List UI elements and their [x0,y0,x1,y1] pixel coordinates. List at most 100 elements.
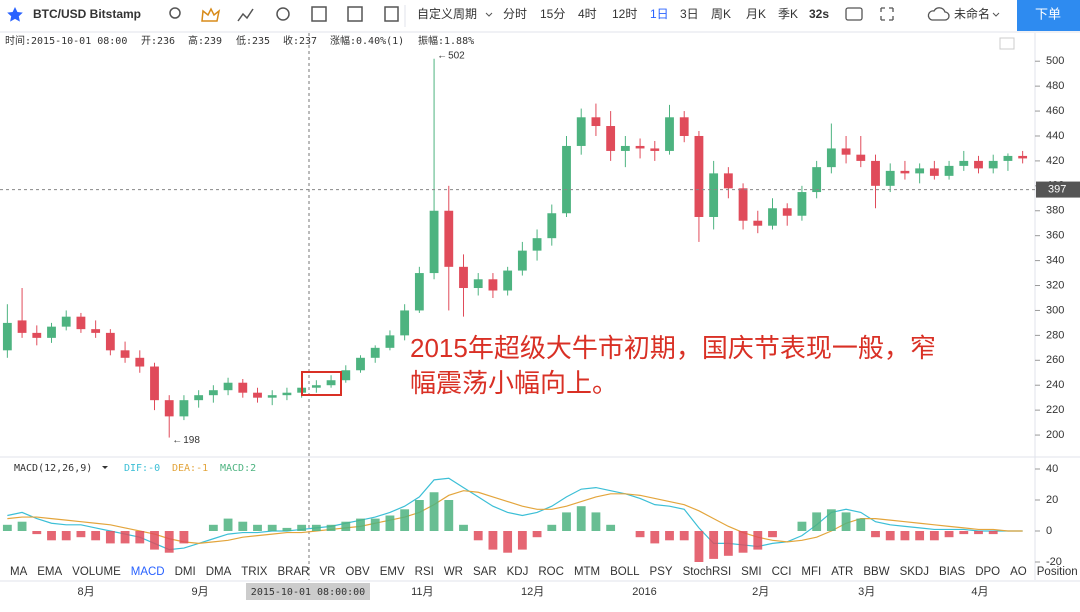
macd-bar [768,531,777,538]
macd-bar [503,531,513,553]
indicator-tab[interactable]: DMI [175,566,196,578]
candle-body [753,220,763,226]
camera-icon[interactable] [845,7,863,21]
indicator-tab[interactable]: WR [444,566,463,578]
macd-bar [576,506,586,531]
x-tick-label: 2月 [752,586,769,598]
y-tick-label: 460 [1046,105,1064,117]
indicator-tab[interactable]: RSI [415,566,434,578]
custom-period[interactable]: 自定义周期 [417,6,477,21]
macd-bar [635,531,645,538]
info-item: 时间:2015-10-01 08:00 [5,34,127,47]
period[interactable]: 1日 [650,7,669,21]
cloud-icon[interactable] [927,7,950,21]
info-item: 高:239 [188,34,222,47]
template-icon[interactable] [311,6,327,22]
candle-body [665,117,674,151]
indicator-tab[interactable]: OBV [345,566,370,578]
indicator-tab[interactable]: ROC [538,566,564,578]
order-button[interactable] [1017,0,1080,31]
period[interactable]: 季K [778,7,798,21]
indicator-tab[interactable]: MA [10,566,28,578]
info-item: 低:235 [236,34,270,47]
y-tick-label: 340 [1046,255,1064,267]
period[interactable]: 分时 [503,7,527,21]
indicator-tab[interactable]: DMA [206,566,232,578]
candle-body [282,392,292,396]
indicator-tab[interactable]: MTM [574,566,600,578]
indicator-tab[interactable]: SKDJ [900,566,929,578]
macd-bar [547,524,557,531]
macd-bar [723,531,733,556]
indicator-tab[interactable]: MACD [131,566,165,578]
y-tick-label: 500 [1046,55,1064,67]
symbol[interactable]: BTC/USD Bitstamp [33,7,141,21]
indicator-tab[interactable]: StochRSI [683,566,732,578]
candle-body [444,210,454,267]
macd-bar [694,531,704,562]
period[interactable]: 周K [711,7,731,21]
layout-icon[interactable] [384,6,399,22]
candle-body [179,400,189,417]
indicator-tab[interactable]: MFI [801,566,821,578]
macd-bar [238,521,248,531]
candle-body [532,238,542,251]
indicator-tab[interactable]: BOLL [610,566,640,578]
y-tick-label: 280 [1046,329,1064,341]
indicator-tab[interactable]: CCI [772,566,792,578]
indicator-tab[interactable]: ATR [831,566,853,578]
indicator-tab[interactable]: Position [1037,566,1078,578]
settings-icon[interactable] [276,7,290,21]
candle-body [164,400,174,417]
period[interactable]: 月K [746,7,766,21]
indicator-tab[interactable]: VR [319,566,335,578]
candle-body [959,160,969,166]
indicator-tab[interactable]: BBW [863,566,889,578]
candle-body [459,266,468,289]
order-button-label[interactable]: 下单 [1035,6,1061,21]
candle-body [723,173,733,189]
macd-bar [414,500,424,531]
indicator-tab[interactable]: VOLUME [72,566,121,578]
toolbar [0,0,1080,32]
indicator-tab[interactable]: BRAR [277,566,309,578]
indicator-tab[interactable]: EMA [37,566,62,578]
fullscreen-icon[interactable] [880,7,894,21]
candle-body [988,160,998,169]
favorite-icon[interactable] [7,7,23,22]
min-arrow: ← [172,435,182,446]
indicator-tab[interactable]: PSY [650,566,673,578]
macd-bar [2,524,12,531]
indicator-tab[interactable]: TRIX [241,566,268,578]
macd-bar [105,531,115,544]
period[interactable]: 15分 [540,7,565,21]
indicator-tab[interactable]: SAR [473,566,497,578]
indicator-icon[interactable] [237,8,254,22]
maximize-icon[interactable] [999,37,1015,50]
indicator-tab[interactable]: BIAS [939,566,966,578]
period[interactable]: 12时 [612,7,637,21]
indicator-tab[interactable]: KDJ [507,566,529,578]
candle-body [105,332,115,351]
legend-entry: DEA:-1 [172,463,208,474]
macd-line [7,490,1023,545]
macd-bar [900,531,910,541]
macd-bar [164,531,174,553]
macd-bar [459,524,468,531]
search-icon[interactable] [169,7,181,19]
indicator-title: MACD(12,26,9) [14,463,92,474]
layout-name[interactable]: 未命名 [954,6,990,21]
indicator-tab[interactable]: SMI [741,566,761,578]
indicator-tab[interactable]: EMV [380,566,405,578]
crown-icon[interactable] [201,7,221,22]
macd-bar [826,509,836,531]
candle-body [635,145,645,149]
period[interactable]: 4时 [578,7,597,21]
x-tick-label: 9月 [192,586,209,598]
candle-body [370,347,380,358]
compare-icon[interactable] [347,6,363,22]
indicator-tab[interactable]: AO [1010,566,1027,578]
indicator-tab[interactable]: DPO [975,566,1000,578]
period[interactable]: 3日 [680,7,699,21]
candle-body [562,145,571,214]
